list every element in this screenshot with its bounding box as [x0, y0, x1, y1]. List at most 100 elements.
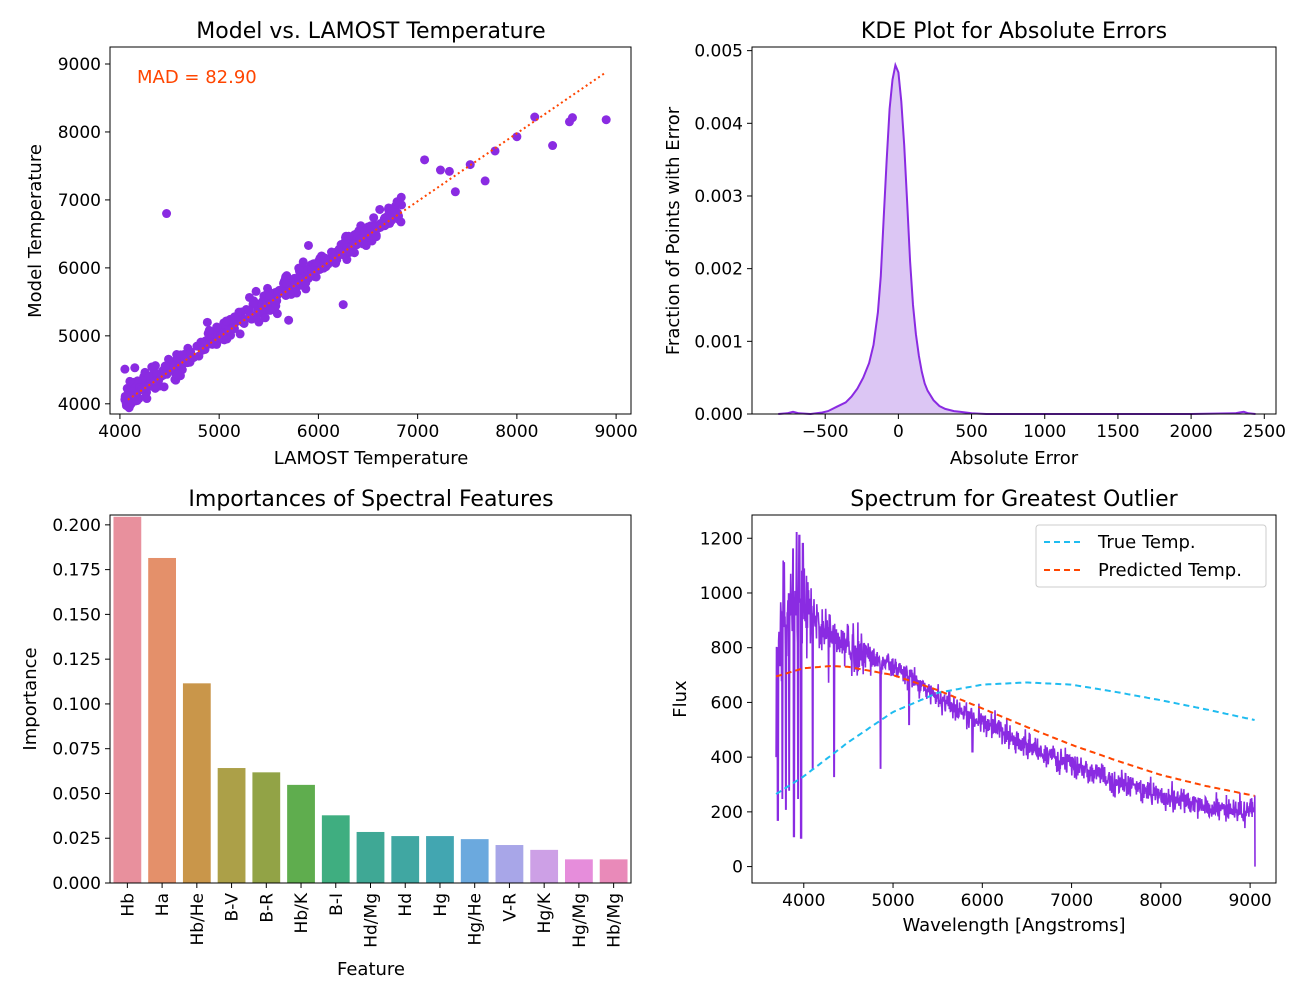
scatter-point: [196, 337, 206, 347]
scatter-point: [197, 345, 207, 355]
x-tick-label: 0: [893, 422, 904, 442]
scatter-point: [130, 363, 140, 373]
x-tick-label: Hg/K: [535, 892, 555, 933]
scatter-point: [244, 305, 254, 315]
x-tick-label: V-R: [500, 893, 520, 922]
scatter-point: [375, 204, 385, 214]
plot-area: [113, 516, 628, 883]
scatter-point: [387, 207, 397, 217]
axes-frame: [109, 46, 632, 415]
scatter-point: [295, 265, 305, 275]
y-tick-label: 0.000: [694, 405, 743, 425]
x-tick-label: Hb: [118, 893, 138, 917]
mad-annotation: MAD = 82.90: [137, 67, 257, 88]
scatter-point: [285, 289, 295, 299]
y-axis-label: Importance: [20, 647, 41, 750]
y-axis-label: Fraction of Points with Error: [663, 106, 684, 355]
scatter-point: [338, 300, 348, 310]
y-tick-label: 1000: [700, 584, 743, 604]
x-tick-label: Hb/K: [292, 892, 312, 933]
x-tick-label: B-I: [327, 893, 347, 916]
x-tick-label: 9000: [1228, 891, 1271, 911]
scatter-point: [123, 390, 133, 400]
scatter-point: [186, 347, 196, 357]
scatter-point: [281, 278, 291, 288]
scatter-point: [164, 354, 174, 364]
x-axis-label: Absolute Error: [950, 448, 1079, 469]
scatter-point: [281, 272, 291, 282]
x-tick-label: 8000: [495, 422, 538, 442]
scatter-point: [251, 286, 261, 296]
x-tick-label: Ha: [153, 893, 173, 916]
chart-title: Model vs. LAMOST Temperature: [196, 19, 545, 44]
x-tick-label: Hd/Mg: [362, 893, 382, 948]
x-tick-label: 1000: [1023, 422, 1066, 442]
y-tick-label: 0.200: [52, 516, 101, 536]
x-tick-label: 5000: [871, 891, 914, 911]
x-tick-label: Hg/He: [466, 893, 486, 946]
scatter-point: [212, 322, 222, 332]
chart-title: Spectrum for Greatest Outlier: [850, 487, 1178, 512]
x-tick-label: 2000: [1169, 422, 1212, 442]
scatter-point: [222, 334, 232, 344]
y-tick-label: 0.175: [52, 561, 101, 581]
chart-title: KDE Plot for Absolute Errors: [861, 19, 1167, 44]
y-tick-label: 0.125: [52, 650, 101, 670]
x-tick-label: Hg/Mg: [570, 893, 590, 948]
scatter-point: [258, 300, 268, 310]
bar: [599, 859, 628, 883]
scatter-point: [450, 187, 460, 197]
bar: [565, 859, 593, 883]
bar: [217, 768, 246, 883]
bar: [460, 839, 489, 883]
bar: [148, 557, 176, 883]
scatter-point: [162, 209, 172, 219]
chart-title: Importances of Spectral Features: [188, 487, 553, 512]
reference-line: [127, 71, 607, 401]
x-tick-label: 7000: [396, 422, 439, 442]
x-tick-label: 9000: [594, 422, 637, 442]
x-tick-label: 6000: [961, 891, 1004, 911]
y-tick-label: 9000: [58, 55, 101, 75]
y-tick-label: 600: [711, 693, 743, 713]
scatter-point: [303, 240, 313, 250]
x-axis-label: LAMOST Temperature: [274, 448, 469, 469]
scatter-point: [284, 315, 294, 325]
x-tick-label: Hb/He: [188, 893, 208, 946]
scatter-point: [392, 197, 402, 207]
x-tick-label: Hg: [431, 893, 451, 917]
y-tick-label: 400: [711, 748, 743, 768]
x-tick-label: B-V: [223, 893, 243, 922]
y-tick-label: 200: [711, 803, 743, 823]
legend-box: [1035, 524, 1267, 588]
kde-area: [778, 65, 1256, 414]
bar: [321, 815, 350, 883]
bar: [530, 849, 559, 883]
scatter-point: [567, 113, 577, 123]
bar: [287, 784, 315, 883]
y-tick-label: 0: [732, 858, 743, 878]
scatter-point: [601, 115, 611, 125]
y-tick-label: 1200: [700, 529, 743, 549]
scatter-point: [273, 287, 283, 297]
x-axis-label: Wavelength [Angstroms]: [902, 915, 1125, 936]
bar: [356, 831, 385, 883]
scatter-point: [349, 248, 359, 258]
y-tick-label: 4000: [58, 395, 101, 415]
y-tick-label: 0.050: [52, 784, 101, 804]
scatter-point: [369, 213, 379, 223]
x-tick-label: Hb/Mg: [605, 893, 625, 948]
y-tick-label: 0.025: [52, 829, 101, 849]
bar: [391, 836, 420, 883]
scatter-point: [150, 361, 160, 371]
predicted-temp-curve: [775, 665, 1255, 797]
scatter-point: [254, 317, 264, 327]
scatter-point: [141, 392, 151, 402]
true-temp-curve: [775, 681, 1255, 795]
y-tick-label: 0.002: [694, 260, 743, 280]
legend-label-predicted-temp: Predicted Temp.: [1098, 560, 1242, 581]
y-tick-label: 6000: [58, 259, 101, 279]
x-tick-label: −500: [802, 422, 849, 442]
scatter-point: [359, 226, 369, 236]
